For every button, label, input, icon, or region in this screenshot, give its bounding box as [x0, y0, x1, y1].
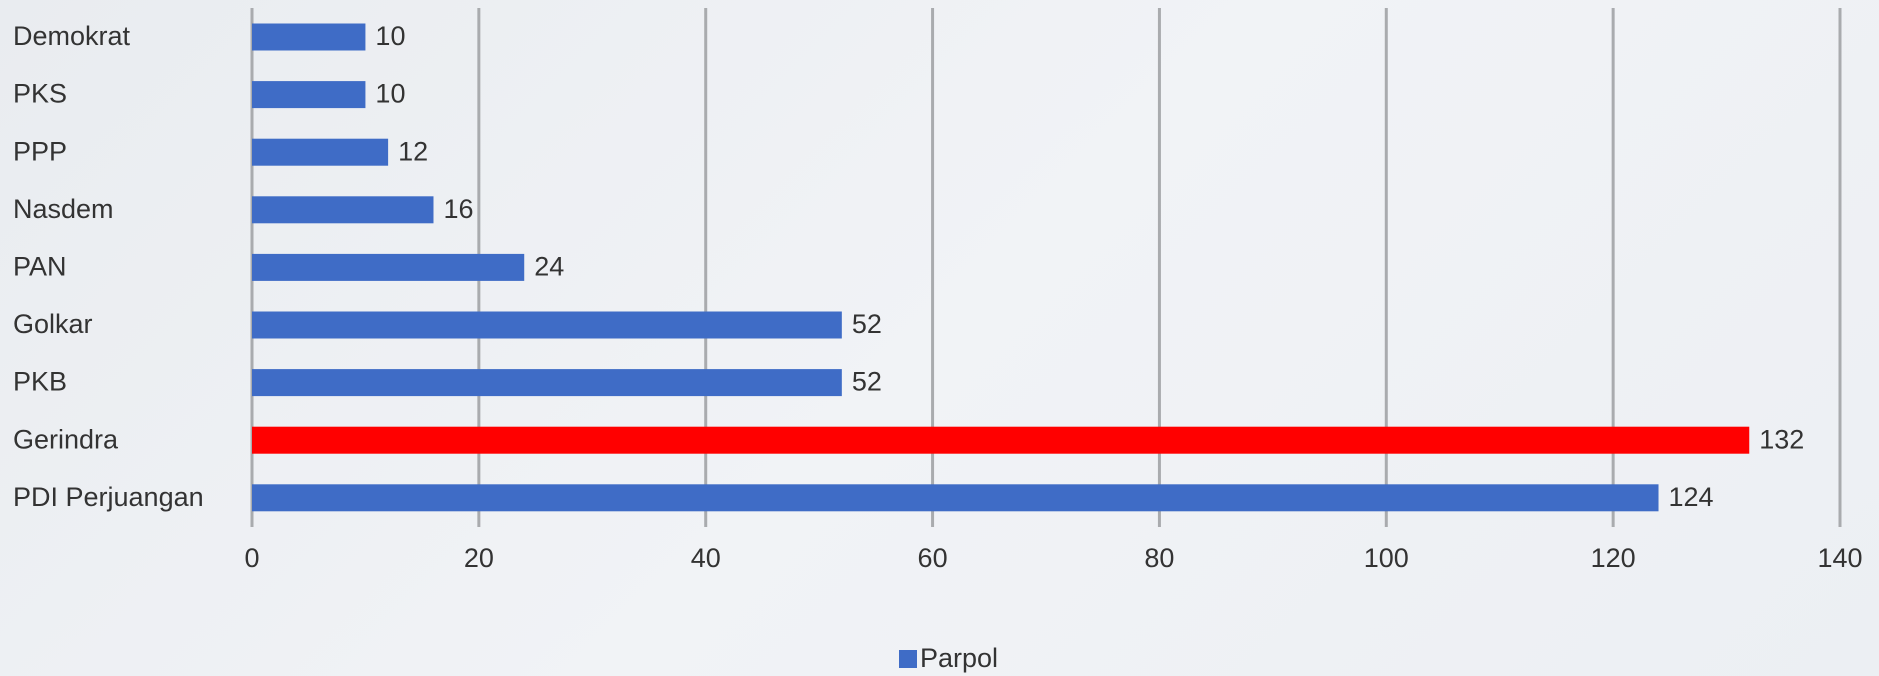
y-tick-label: PKB [13, 367, 67, 397]
value-label: 52 [852, 367, 882, 397]
y-tick-label: Demokrat [13, 21, 131, 51]
bar [252, 81, 366, 109]
value-label: 132 [1759, 424, 1804, 454]
bar [252, 138, 389, 166]
value-label: 124 [1669, 482, 1714, 512]
y-tick-label: PAN [13, 252, 67, 282]
y-tick-label: Nasdem [13, 194, 114, 224]
value-label: 10 [375, 79, 405, 109]
y-tick-label: PDI Perjuangan [13, 482, 204, 512]
x-tick-label: 40 [691, 543, 721, 573]
bar [252, 311, 842, 339]
legend-label: Parpol [920, 643, 998, 673]
legend-swatch [899, 650, 917, 668]
x-tick-label: 120 [1591, 543, 1636, 573]
x-tick-label: 20 [464, 543, 494, 573]
value-label: 24 [534, 252, 564, 282]
x-tick-label: 60 [918, 543, 948, 573]
x-tick-label: 140 [1817, 543, 1862, 573]
x-tick-label: 0 [244, 543, 259, 573]
value-label: 12 [398, 136, 428, 166]
y-tick-label: PKS [13, 79, 67, 109]
value-label: 10 [375, 21, 405, 51]
bar [252, 426, 1750, 454]
value-label: 16 [443, 194, 473, 224]
y-tick-label: Golkar [13, 309, 93, 339]
y-tick-label: PPP [13, 136, 67, 166]
bar [252, 484, 1659, 512]
y-tick-label: Gerindra [13, 424, 119, 454]
value-label: 52 [852, 309, 882, 339]
bar [252, 253, 525, 281]
x-tick-label: 100 [1364, 543, 1409, 573]
x-tick-label: 80 [1144, 543, 1174, 573]
bar [252, 196, 434, 224]
bar [252, 369, 842, 397]
bar [252, 23, 366, 51]
